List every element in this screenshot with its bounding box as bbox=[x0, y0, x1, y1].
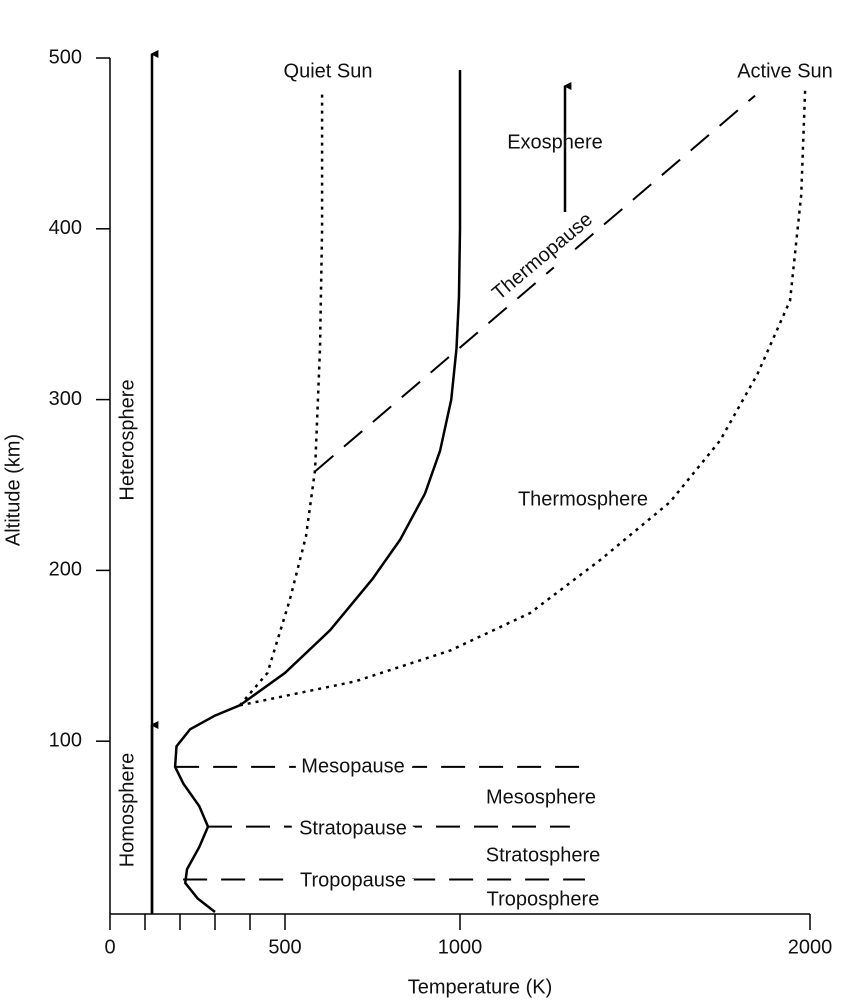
x-tick-label: 500 bbox=[268, 936, 301, 958]
y-axis-label: Altitude (km) bbox=[2, 434, 24, 546]
series-label: Tropopause bbox=[300, 869, 406, 891]
y-tick-label: 400 bbox=[49, 217, 82, 239]
annotation: Homosphere bbox=[116, 753, 138, 868]
x-tick-label: 0 bbox=[104, 936, 115, 958]
x-axis-label: Temperature (K) bbox=[408, 976, 553, 998]
series-line bbox=[239, 90, 807, 707]
y-tick-label: 300 bbox=[49, 388, 82, 410]
annotation: Heterosphere bbox=[116, 379, 138, 500]
annotation: Thermosphere bbox=[518, 488, 648, 510]
x-tick-label: 1000 bbox=[438, 936, 483, 958]
y-tick-label: 200 bbox=[49, 559, 82, 581]
annotation: Troposphere bbox=[487, 888, 600, 910]
y-tick-label: 100 bbox=[49, 729, 82, 751]
series-label: Thermopause bbox=[488, 208, 597, 304]
annotation: Stratosphere bbox=[486, 844, 601, 866]
annotation: Mesosphere bbox=[486, 786, 596, 808]
series-label: Stratopause bbox=[299, 817, 407, 839]
series-line bbox=[173, 69, 462, 913]
x-tick-label: 2000 bbox=[788, 936, 833, 958]
series-label: Mesopause bbox=[301, 755, 404, 777]
annotation: Exosphere bbox=[507, 131, 603, 153]
y-tick-label: 500 bbox=[49, 46, 82, 68]
series-label: Quiet Sun bbox=[284, 60, 373, 82]
series-line bbox=[314, 94, 756, 473]
series-line bbox=[238, 90, 324, 707]
series-label: Active Sun bbox=[737, 60, 833, 82]
